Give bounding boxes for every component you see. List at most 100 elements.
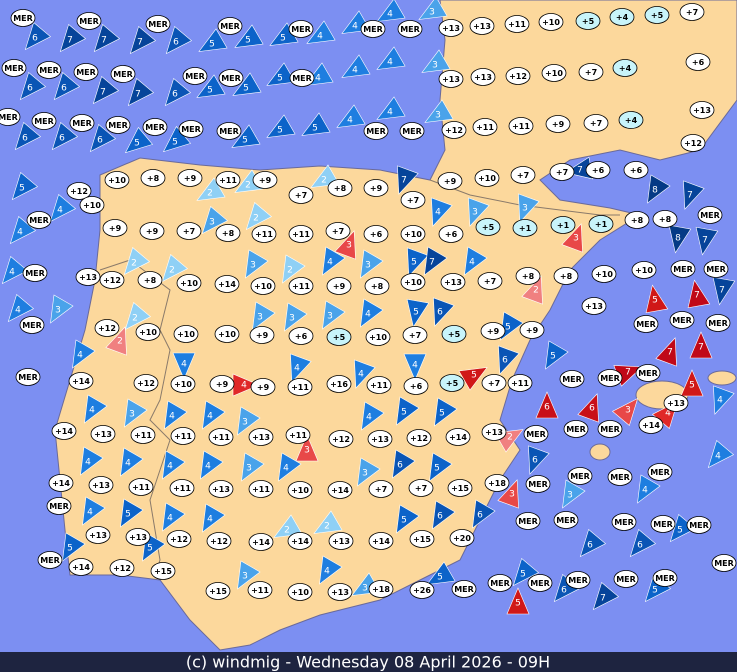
station-label: MER — [614, 518, 634, 527]
station-oval — [360, 20, 386, 38]
wind-speed: 5 — [652, 586, 658, 596]
station-oval — [652, 569, 678, 587]
station-oval — [105, 116, 131, 134]
station: MER — [703, 260, 729, 278]
station: MER — [527, 574, 553, 592]
wind-speed: 2 — [169, 266, 175, 276]
wind-speed: 5 — [401, 408, 407, 418]
station-label: MER — [636, 320, 656, 329]
station: +7 — [325, 222, 351, 240]
station: +18 — [484, 474, 510, 492]
station: +7 — [578, 63, 604, 81]
wind-arrow: 7 — [712, 276, 736, 306]
station-label: +6 — [295, 332, 308, 341]
wind-shape — [237, 406, 261, 436]
wind-shape — [376, 96, 406, 120]
station-oval — [575, 12, 601, 30]
station: +11 — [507, 374, 533, 392]
station: +13 — [440, 273, 466, 291]
station-oval — [94, 319, 120, 337]
station-label: +11 — [174, 432, 192, 441]
station-oval — [208, 480, 234, 498]
station: +6 — [403, 377, 429, 395]
wind-speed: 3 — [246, 464, 252, 474]
station-oval — [515, 512, 541, 530]
wind-arrow: 4 — [637, 474, 661, 504]
station-label: MER — [600, 425, 620, 434]
wind-arrow: 6 — [51, 121, 79, 151]
station: +6 — [363, 225, 389, 243]
wind-layer: 6 7 7 7 6 5 5 5 4 4 4 3 6 6 7 7 6 5 5 5 4 4 4 3 6 6 6 5 5 5 5 5 4 4 3 5 4 4 4 4… — [1, 0, 736, 615]
station-label: +7 — [517, 171, 529, 180]
wind-shape — [376, 46, 406, 70]
wind-shape — [278, 452, 302, 482]
station: MER — [567, 467, 593, 485]
wind-arrow: 5 — [458, 367, 488, 391]
wind-arrow: 7 — [689, 331, 713, 359]
station: +7 — [408, 479, 434, 497]
station-oval — [475, 218, 501, 236]
station-label: +13 — [331, 588, 349, 597]
station-label: +7 — [590, 119, 602, 128]
station-label: MER — [185, 72, 205, 81]
station: +12 — [94, 319, 120, 337]
station: +11 — [251, 225, 277, 243]
station-oval — [48, 474, 74, 492]
station: +9 — [519, 321, 545, 339]
wind-arrow: 3 — [252, 301, 276, 331]
station-oval — [327, 179, 353, 197]
station-oval — [613, 570, 639, 588]
wind-arrow: 6 — [498, 345, 520, 375]
station-oval — [689, 101, 715, 119]
station: MER — [142, 118, 168, 136]
station-label: +6 — [630, 166, 643, 175]
station-oval — [545, 115, 571, 133]
station-oval — [285, 426, 311, 444]
wind-arrow: 4 — [84, 394, 108, 424]
wind-shape — [712, 276, 736, 306]
wind-speed: 7 — [401, 176, 407, 186]
station-label: +13 — [89, 531, 107, 540]
wind-arrow: 8 — [647, 174, 671, 204]
station-oval — [399, 122, 425, 140]
station: +26 — [409, 581, 435, 599]
station: MER — [15, 368, 41, 386]
wind-shape — [295, 434, 319, 462]
station-label: +9 — [487, 327, 500, 336]
station: MER — [360, 20, 386, 38]
wind-arrow: 4 — [120, 447, 144, 477]
station: +12 — [66, 182, 92, 200]
station-label: MER — [400, 25, 420, 34]
station-label: +9 — [216, 380, 229, 389]
station: MER — [515, 512, 541, 530]
station-oval — [445, 428, 471, 446]
station: +10 — [541, 64, 567, 82]
wind-shape — [497, 479, 519, 509]
station-label: +16 — [330, 380, 348, 389]
wind-shape — [645, 284, 669, 314]
wind-arrow: 2 — [245, 201, 273, 231]
station-oval — [288, 20, 314, 38]
wind-shape — [376, 0, 406, 22]
wind-speed: 6 — [477, 511, 483, 521]
station-label: MER — [363, 25, 383, 34]
wind-arrow: 4 — [162, 502, 186, 532]
wind-speed: 2 — [245, 181, 251, 191]
station-oval — [109, 559, 135, 577]
station-label: +11 — [251, 586, 269, 595]
wind-arrow: 4 — [49, 193, 77, 223]
station-label: +12 — [98, 324, 116, 333]
station: +18 — [368, 580, 394, 598]
wind-shape — [322, 246, 346, 276]
station-label: +8 — [631, 216, 644, 225]
station-oval — [130, 426, 156, 444]
wind-arrow: 3 — [295, 434, 319, 462]
station-oval — [697, 206, 723, 224]
wind-speed: 6 — [589, 404, 595, 414]
wind-arrow: 4 — [306, 20, 336, 44]
wind-speed: 7 — [577, 166, 583, 176]
station: +4 — [612, 59, 638, 77]
wind-shape — [713, 385, 735, 415]
station-label: +7 — [183, 227, 195, 236]
wind-speed: 7 — [719, 286, 725, 296]
